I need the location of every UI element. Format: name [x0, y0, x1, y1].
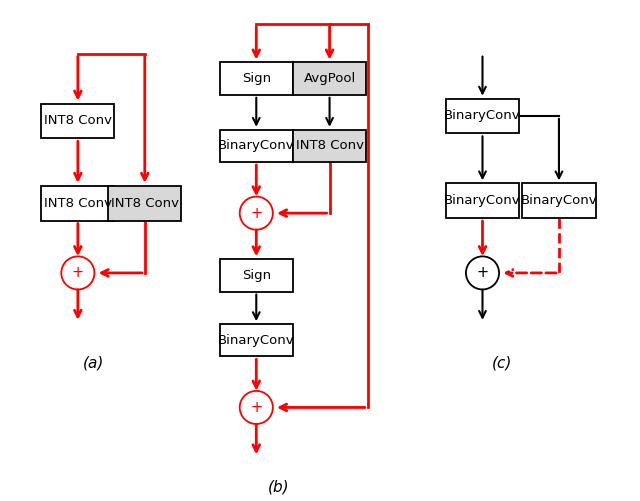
Text: INT8 Conv: INT8 Conv	[111, 197, 179, 210]
Text: +: +	[250, 205, 262, 220]
Text: AvgPool: AvgPool	[303, 72, 356, 85]
Text: +: +	[72, 266, 84, 281]
Ellipse shape	[466, 257, 499, 290]
Text: INT8 Conv: INT8 Conv	[296, 139, 364, 152]
Text: Sign: Sign	[242, 269, 271, 282]
FancyBboxPatch shape	[220, 259, 293, 292]
Text: BinaryConv: BinaryConv	[218, 139, 294, 152]
FancyBboxPatch shape	[293, 130, 366, 162]
Text: (a): (a)	[83, 355, 104, 370]
FancyBboxPatch shape	[446, 99, 519, 133]
Ellipse shape	[240, 196, 273, 229]
FancyBboxPatch shape	[41, 104, 115, 138]
Text: BinaryConv: BinaryConv	[444, 110, 521, 122]
Text: BinaryConv: BinaryConv	[521, 194, 597, 207]
FancyBboxPatch shape	[220, 324, 293, 356]
FancyBboxPatch shape	[220, 130, 293, 162]
FancyBboxPatch shape	[220, 63, 293, 95]
Text: (b): (b)	[268, 479, 289, 494]
Ellipse shape	[61, 257, 95, 290]
Ellipse shape	[240, 391, 273, 424]
FancyBboxPatch shape	[522, 183, 596, 218]
Text: Sign: Sign	[242, 72, 271, 85]
Text: INT8 Conv: INT8 Conv	[44, 114, 112, 127]
Text: +: +	[476, 266, 488, 281]
FancyBboxPatch shape	[41, 186, 115, 220]
Text: BinaryConv: BinaryConv	[218, 334, 294, 347]
Text: BinaryConv: BinaryConv	[444, 194, 521, 207]
FancyBboxPatch shape	[446, 183, 519, 218]
FancyBboxPatch shape	[293, 63, 366, 95]
FancyBboxPatch shape	[108, 186, 181, 220]
Text: +: +	[250, 400, 262, 415]
Text: INT8 Conv: INT8 Conv	[44, 197, 112, 210]
Text: (c): (c)	[492, 355, 512, 370]
